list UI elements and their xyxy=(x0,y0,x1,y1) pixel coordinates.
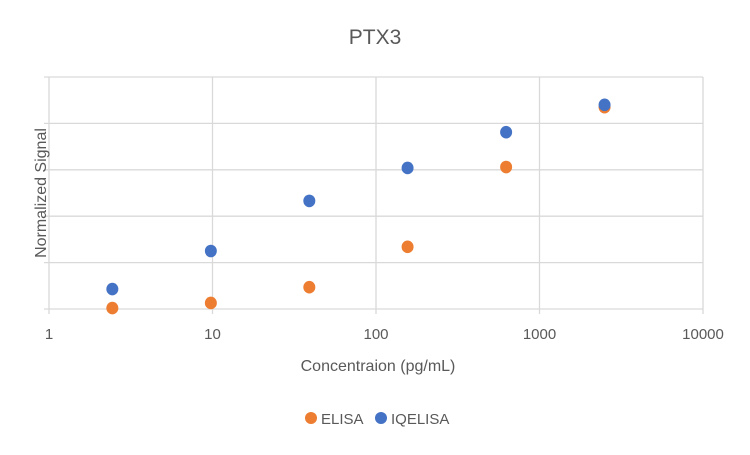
legend-label-iqelisa: IQELISA xyxy=(391,411,449,428)
data-point-iqelisa xyxy=(401,161,414,175)
x-tick-label: 10 xyxy=(204,326,221,343)
legend-marker-iqelisa xyxy=(375,412,387,424)
chart-title: PTX3 xyxy=(349,26,402,49)
data-point-iqelisa xyxy=(303,194,316,208)
legend-marker-elisa xyxy=(305,412,317,424)
data-point-elisa xyxy=(106,301,119,315)
data-point-elisa xyxy=(303,280,316,294)
data-point-iqelisa xyxy=(204,244,217,258)
data-point-elisa xyxy=(204,296,217,310)
legend-label-elisa: ELISA xyxy=(321,411,364,428)
gridlines xyxy=(44,76,704,314)
x-tick-label: 100 xyxy=(363,326,388,343)
x-tick-label: 1000 xyxy=(523,326,556,343)
data-point-iqelisa xyxy=(500,125,513,139)
data-point-elisa xyxy=(401,240,414,254)
x-tick-label: 1 xyxy=(45,326,53,343)
legend: ELISA IQELISA xyxy=(305,411,449,428)
data-point-iqelisa xyxy=(106,282,119,296)
data-point-elisa xyxy=(500,160,513,174)
y-axis-label: Normalized Signal xyxy=(33,128,50,258)
x-tick-label: 10000 xyxy=(682,326,724,343)
x-tick-labels: 1 10 100 1000 10000 xyxy=(45,326,724,343)
x-axis-label: Concentraion (pg/mL) xyxy=(301,358,456,375)
data-point-iqelisa xyxy=(598,98,611,112)
data-points xyxy=(106,98,611,315)
